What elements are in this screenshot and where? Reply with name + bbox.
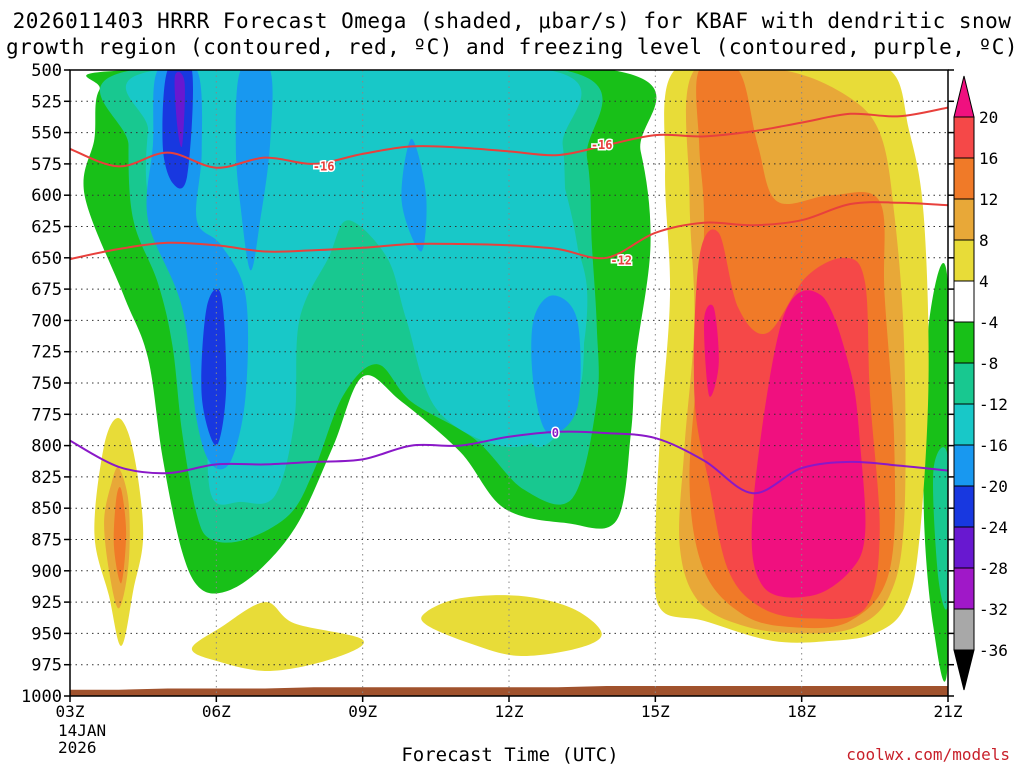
colorbar-swatch-3	[953, 198, 975, 241]
colorbar-label-1: 16	[979, 149, 998, 168]
y-tick-label-550: 550	[31, 124, 62, 144]
y-tick-label-500: 500	[31, 61, 62, 81]
y-tick-label-625: 625	[31, 218, 62, 238]
y-tick-label-725: 725	[31, 343, 62, 363]
colorbar-bottom-arrow	[953, 649, 975, 691]
colorbar-label-12: -32	[979, 600, 1008, 619]
omega-region-10	[174, 72, 185, 148]
colorbar-swatch-8	[953, 403, 975, 446]
colorbar-swatch-10	[953, 485, 975, 528]
temperature-contours: -16 -16 -12 0	[70, 106, 948, 495]
x-tick-label-18: 18Z	[787, 702, 816, 721]
colorbar-label-7: -12	[979, 395, 1008, 414]
colorbar-swatch-5	[953, 280, 975, 323]
colorbar-swatch-2	[953, 157, 975, 200]
y-tick-label-575: 575	[31, 155, 62, 175]
contour--12	[70, 201, 948, 261]
y-tick-label-675: 675	[31, 280, 62, 300]
y-tick-label-775: 775	[31, 405, 62, 425]
omega-region-22	[191, 602, 364, 672]
grid-lines	[70, 70, 948, 696]
x-axis: 03Z 06Z 09Z 12Z 15Z 18Z 21Z	[56, 696, 963, 721]
colorbar-label-0: 20	[979, 108, 998, 127]
colorbar-swatch-12	[953, 567, 975, 610]
colorbar-label-2: 12	[979, 190, 998, 209]
colorbar-swatch-6	[953, 321, 975, 364]
colorbar-label-13: -36	[979, 641, 1008, 660]
omega-region-6	[401, 138, 427, 252]
y-tick-label-800: 800	[31, 437, 62, 457]
x-tick-label-9: 09Z	[348, 702, 377, 721]
y-tick-label-1000: 1000	[21, 687, 62, 707]
colorbar-label-10: -24	[979, 518, 1008, 537]
y-tick-label-875: 875	[31, 531, 62, 551]
colorbar-label-5: -4	[979, 313, 998, 332]
omega-region-21	[113, 486, 127, 584]
y-tick-label-850: 850	[31, 499, 62, 519]
omega-region-23	[421, 595, 602, 657]
colorbar-swatch-1	[953, 116, 975, 159]
omega-region-7	[531, 295, 581, 435]
date-label: 14JAN 2026	[58, 722, 106, 756]
y-tick-label-650: 650	[31, 249, 62, 269]
colorbar-swatch-4	[953, 239, 975, 282]
y-tick-label-750: 750	[31, 374, 62, 394]
colorbar-swatch-9	[953, 444, 975, 487]
x-tick-label-21: 21Z	[934, 702, 963, 721]
date-day: 14JAN	[58, 721, 107, 740]
date-year: 2026	[58, 738, 97, 757]
contour-label-2: -12	[610, 253, 632, 267]
colorbar-label-3: 8	[979, 231, 989, 250]
x-tick-label-6: 06Z	[202, 702, 231, 721]
contour-0	[70, 430, 948, 495]
colorbar-label-8: -16	[979, 436, 1008, 455]
chart-title: 2026011403 HRRR Forecast Omega (shaded, …	[0, 8, 1024, 60]
omega-region-17	[703, 304, 719, 397]
omega-region-18	[751, 290, 866, 598]
x-axis-label: Forecast Time (UTC)	[401, 744, 619, 766]
colorbar: 20 16 12 8 4 -4 -8 -12 -16 -20 -24 -28 -32 -36	[953, 75, 1008, 691]
contour-label-0: -16	[313, 159, 335, 173]
ground-surface	[70, 686, 948, 696]
y-tick-label-600: 600	[31, 186, 62, 206]
y-tick-label-700: 700	[31, 311, 62, 331]
contour--16	[70, 106, 948, 169]
colorbar-label-11: -28	[979, 559, 1008, 578]
y-tick-label-825: 825	[31, 468, 62, 488]
x-tick-label-12: 12Z	[495, 702, 524, 721]
colorbar-label-6: -8	[979, 354, 998, 373]
omega-region-12	[933, 447, 948, 610]
x-tick-label-3: 03Z	[56, 702, 85, 721]
y-tick-label-525: 525	[31, 92, 62, 112]
credit-link[interactable]: coolwx.com/models	[846, 745, 1010, 764]
y-tick-label-975: 975	[31, 656, 62, 676]
ground-fill	[70, 686, 948, 696]
omega-region-9	[201, 288, 227, 446]
y-axis: 500 525 550 575 600 625 650 675 700 725 750 775 800 8…	[21, 61, 954, 707]
colorbar-swatch-11	[953, 526, 975, 569]
chart-title-line2: growth region (contoured, red, ºC) and f…	[5, 35, 1019, 59]
omega-region-5	[235, 70, 273, 271]
colorbar-swatch-13	[953, 608, 975, 651]
y-tick-label-950: 950	[31, 624, 62, 644]
y-tick-label-925: 925	[31, 593, 62, 613]
y-tick-label-900: 900	[31, 562, 62, 582]
colorbar-swatch-7	[953, 362, 975, 405]
colorbar-top-arrow	[953, 75, 975, 118]
chart-title-line1: 2026011403 HRRR Forecast Omega (shaded, …	[12, 9, 1012, 33]
colorbar-label-4: 4	[979, 272, 989, 291]
contour-label-3: 0	[552, 426, 559, 440]
colorbar-label-9: -20	[979, 477, 1008, 496]
x-tick-label-15: 15Z	[641, 702, 670, 721]
contour-label-1: -16	[591, 138, 613, 152]
